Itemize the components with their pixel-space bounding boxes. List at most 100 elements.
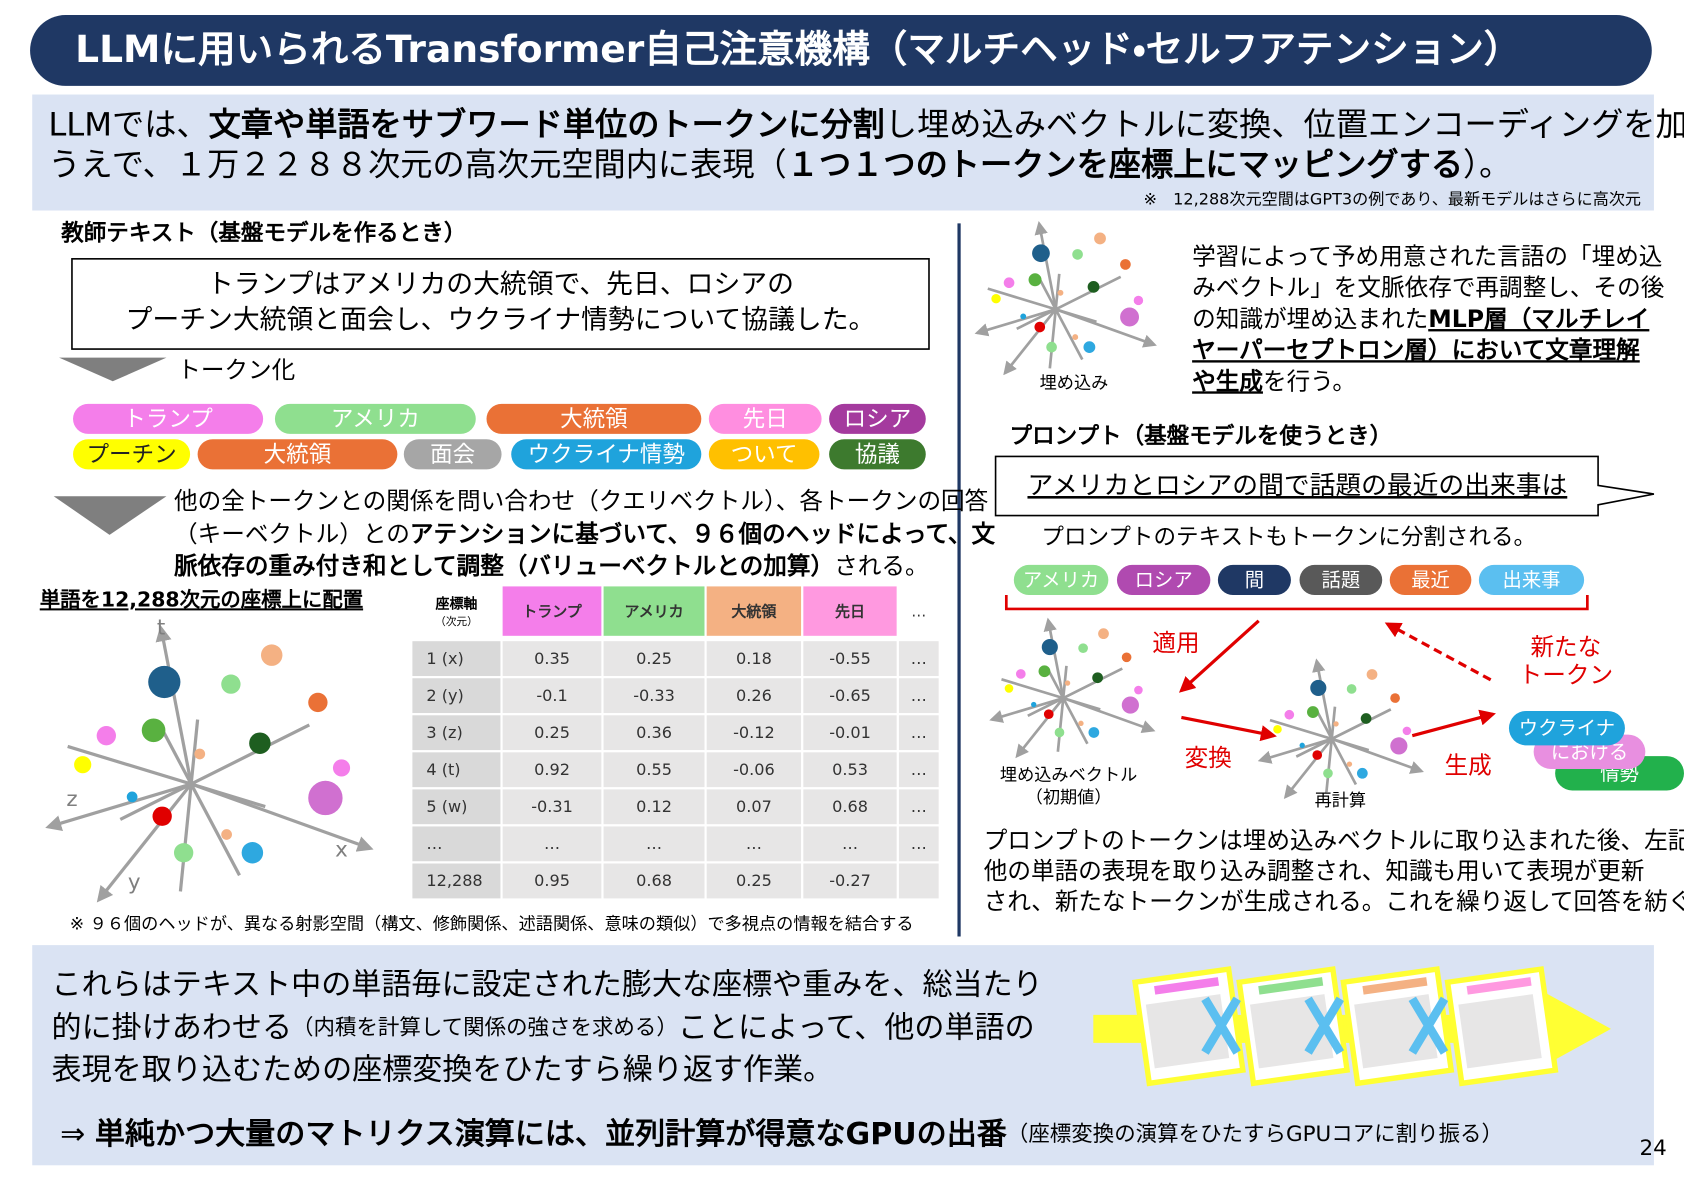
axis [1283,738,1333,800]
dot [96,726,116,746]
mlp-line: みベクトル」を文脈依存で再調整し、その後 [1192,273,1664,301]
attention-line: 脈依存の重み付き和として調整（バリューベクトルとの加算）される。 [174,552,929,580]
dot [1072,249,1083,260]
dot [1088,727,1100,738]
token-pill [486,403,702,434]
dot [1390,693,1400,703]
dot [1120,259,1131,270]
bracket [1004,595,1589,611]
dot [308,692,328,713]
token-label: 最近 [1411,569,1450,592]
axis [67,744,266,809]
token-label: ロシア [844,406,912,432]
dot [1307,706,1319,718]
dot [1034,321,1046,333]
token-pill [1299,564,1383,595]
dot [1032,244,1050,263]
dot [1121,652,1132,663]
table-cell [896,639,941,679]
token-label: トランプ [123,406,213,432]
text-run: １つ１つのトークンを座標上にマッピングする [787,145,1463,183]
dot [1054,727,1065,738]
text-run: MLP層（マルチレイ [1428,305,1649,333]
token-label: 面会 [430,442,475,468]
axis [1295,708,1392,758]
token-label: ウクライナ [1519,717,1615,740]
axis [1325,706,1337,793]
table-value: … [426,834,442,853]
token-label: における [1551,740,1628,763]
embedding-vector-label: （初期値） [1026,788,1112,808]
table-value: … [911,797,927,816]
text-run: される。 [834,552,928,580]
token-label: 出来事 [1503,569,1561,592]
dot [1064,680,1071,686]
title: LLMに用いられるTransformer自己注意機構（マルチヘッド・セルフアテン… [75,27,1521,71]
dot [1310,679,1327,696]
dot [1094,232,1106,245]
table-value: … [911,834,927,853]
text-run: の知識が埋め込まれた [1192,305,1428,333]
mlp-line: ヤーパーセプトロン層）において文章理解 [1192,336,1640,364]
token-pill [73,403,264,434]
dot [194,748,206,760]
table-value: -0.1 [536,686,567,705]
token-label: ロシア [1135,569,1193,592]
arrow [1178,619,1260,693]
dot [1043,709,1054,720]
dot [141,718,166,743]
teacher-line: トランプはアメリカの大統領で、先日、ロシアの [207,269,794,300]
table-value: 0.12 [636,797,672,816]
apply-label: 適用 [1152,629,1199,657]
dot [1402,726,1412,736]
token-pill [1478,564,1585,595]
teacher-line: プーチン大統領と面会し、ウクライナ情勢について協議した。 [126,305,876,336]
dot [1031,701,1037,708]
table-header: 先日 [835,603,865,621]
intro-line: うえで、１万２２８８次元の高次元空間内に表現（１つ１つのトークンを座標上にマッピ… [48,145,1511,183]
footer-line: 的に掛けあわせる（内積を計算して関係の強さを求める）ことによって、他の単語の [52,1010,1035,1045]
footer-line: 表現を取り込むための座標変換をひたすら繰り返す作業。 [52,1052,834,1087]
table-value: -0.27 [829,871,871,890]
axis [160,728,241,877]
token-pill [197,439,398,470]
summary-line: 他の単語の表現を取り込み調整され、知識も用いて表現が更新 [984,857,1645,885]
text-run: （キーベクトル）との [174,519,410,547]
token-label: 先日 [743,406,788,432]
token-pill [1116,564,1211,595]
matrix-illustration [1093,966,1611,1087]
table-cell [801,824,899,864]
table-cell [704,861,804,901]
table-value: 0.53 [832,760,868,779]
table-value: 2 (y) [426,686,463,705]
axis [1048,273,1061,369]
dot [1390,737,1408,755]
summary-line: され、新たなトークンが生成される。これを繰り返して回答を紡ぐ。 [984,888,1684,916]
arrow [53,496,167,535]
dot [221,829,232,840]
table-header-cell [704,584,804,638]
table-value: … [646,834,662,853]
transform-label: 変換 [1185,744,1232,772]
token-label: 大統領 [264,442,332,468]
table-value: -0.55 [829,649,871,668]
table-value: 5 (w) [426,797,467,816]
text-run: 的に掛けあわせる [52,1010,292,1045]
dot [1041,639,1058,656]
token-pill [708,439,820,470]
table-value: 0.26 [736,686,772,705]
text-run: ことによって、他の単語の [678,1010,1035,1045]
text-run: や生成 [1192,367,1263,395]
prompt-heading: プロンプト（基盤モデルを使うとき） [1010,423,1393,450]
text-run: うえで、１万２２８８次元の高次元空間内に表現（ [48,145,786,183]
split-note: プロンプトのテキストもトークンに分割される。 [1041,525,1536,551]
dot [308,780,343,816]
dot [1003,277,1015,289]
axis [119,723,311,821]
table-value: … [911,649,927,668]
footer-line: これらはテキスト中の単語毎に設定された膨大な座標や重みを、総当たり [52,967,1043,1002]
dot [1098,628,1109,640]
dot [1121,696,1139,714]
axis [1015,697,1065,759]
dot [241,842,264,864]
